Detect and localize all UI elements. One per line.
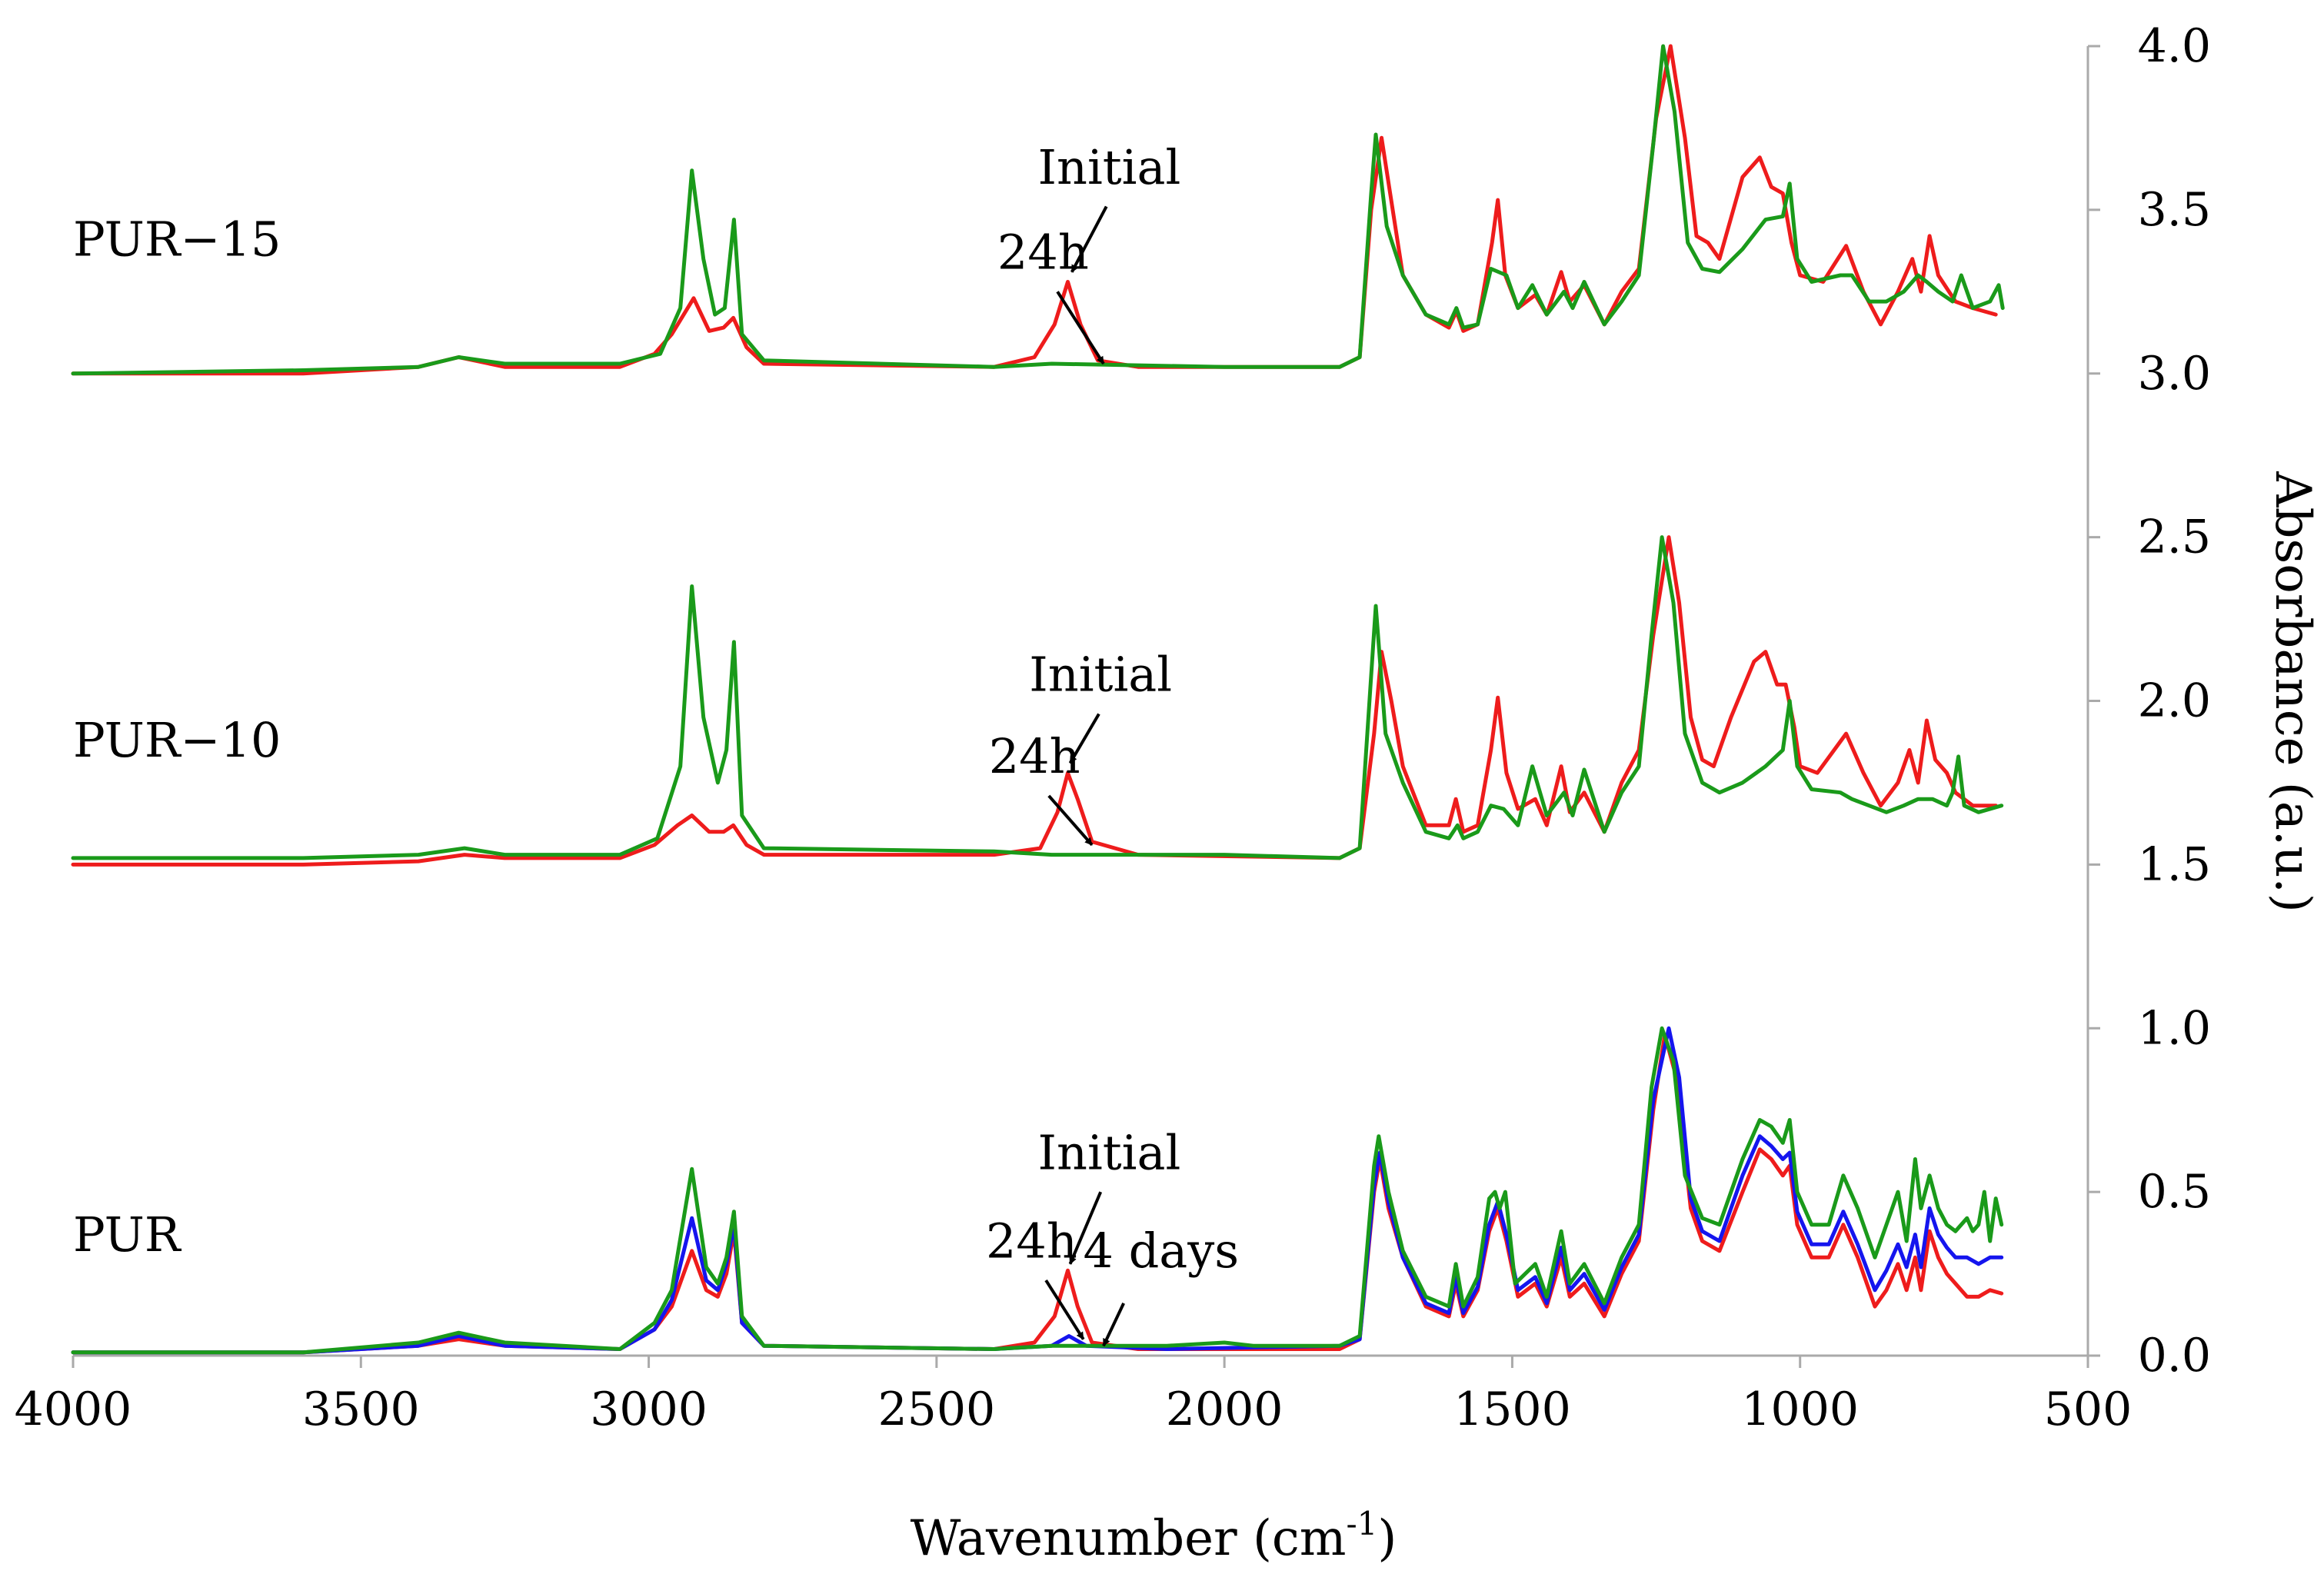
annotation-arrow xyxy=(1068,1191,1103,1265)
spectrum-line xyxy=(71,44,1998,376)
annotation-arrow xyxy=(1068,713,1100,764)
x-tick-label: 4000 xyxy=(15,1383,132,1436)
annotation-arrow xyxy=(1044,1280,1085,1340)
annotation-label: Initial xyxy=(1038,139,1181,195)
x-tick-label: 500 xyxy=(2044,1383,2133,1436)
annotation-label: 24h xyxy=(989,728,1080,784)
x-tick-label: 2500 xyxy=(878,1383,996,1436)
sample-label: PUR−10 xyxy=(73,712,281,768)
spectrum-line xyxy=(71,1026,2004,1355)
x-tick-label: 3500 xyxy=(302,1383,420,1436)
annotation-arrow xyxy=(1070,205,1108,273)
spectrum-line xyxy=(71,535,2004,860)
y-tick-label: 4.0 xyxy=(2138,19,2211,73)
y-tick-label: 1.0 xyxy=(2138,1001,2211,1055)
x-axis-title: Wavenumber (cm-1) xyxy=(911,1505,1397,1567)
y-tick-label: 0.0 xyxy=(2138,1329,2211,1383)
annotation-label: 24h xyxy=(997,225,1089,281)
x-tick-label: 1500 xyxy=(1453,1383,1571,1436)
y-tick-label: 2.0 xyxy=(2138,674,2211,728)
annotation-label: 24h xyxy=(986,1213,1077,1269)
annotation-label: Initial xyxy=(1038,1124,1181,1180)
spectrum-line xyxy=(71,1026,2004,1355)
panel-labels: PUR−15 PUR−10 PUR xyxy=(73,211,281,1262)
y-tick-label: 0.5 xyxy=(2138,1165,2211,1219)
annotation-arrow xyxy=(1047,794,1094,847)
sample-label: PUR−15 xyxy=(73,211,281,267)
x-tick-label: 3000 xyxy=(590,1383,708,1436)
x-tick-label: 2000 xyxy=(1166,1383,1284,1436)
spectrum-line xyxy=(71,44,2005,376)
annotation-label: Initial xyxy=(1029,647,1172,703)
annotation-label: 4 days xyxy=(1083,1223,1239,1279)
sample-label: PUR xyxy=(73,1206,182,1263)
spectrum-line xyxy=(71,1033,2004,1355)
spectrum-line xyxy=(71,535,1998,867)
y-tick-label: 3.5 xyxy=(2138,183,2211,237)
y-axis-title: Absorbance (a.u.) xyxy=(2264,471,2321,913)
spectra-series xyxy=(71,44,2005,1355)
y-tick-label: 3.0 xyxy=(2138,347,2211,401)
y-tick-label: 2.5 xyxy=(2138,511,2211,564)
y-tick-label: 1.5 xyxy=(2138,837,2211,891)
x-tick-label: 1000 xyxy=(1741,1383,1859,1436)
annotation-arrow xyxy=(1102,1303,1125,1347)
annotation-arrow xyxy=(1056,291,1105,365)
